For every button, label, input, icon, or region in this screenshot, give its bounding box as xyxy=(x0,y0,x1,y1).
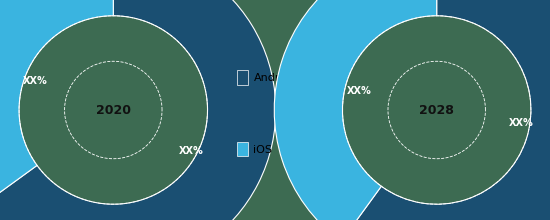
FancyBboxPatch shape xyxy=(237,142,248,156)
Text: 2028: 2028 xyxy=(419,103,454,117)
Circle shape xyxy=(64,61,162,159)
Wedge shape xyxy=(0,0,113,205)
Circle shape xyxy=(388,61,486,159)
Text: Android: Android xyxy=(254,73,296,83)
Text: XX%: XX% xyxy=(23,76,48,86)
Wedge shape xyxy=(274,0,437,220)
Text: iOS: iOS xyxy=(254,145,272,155)
Text: XX%: XX% xyxy=(346,86,371,95)
Wedge shape xyxy=(341,0,550,220)
Wedge shape xyxy=(0,0,276,220)
Text: XX%: XX% xyxy=(509,118,534,128)
Text: XX%: XX% xyxy=(179,146,204,156)
Text: 2020: 2020 xyxy=(96,103,131,117)
FancyBboxPatch shape xyxy=(237,70,248,85)
